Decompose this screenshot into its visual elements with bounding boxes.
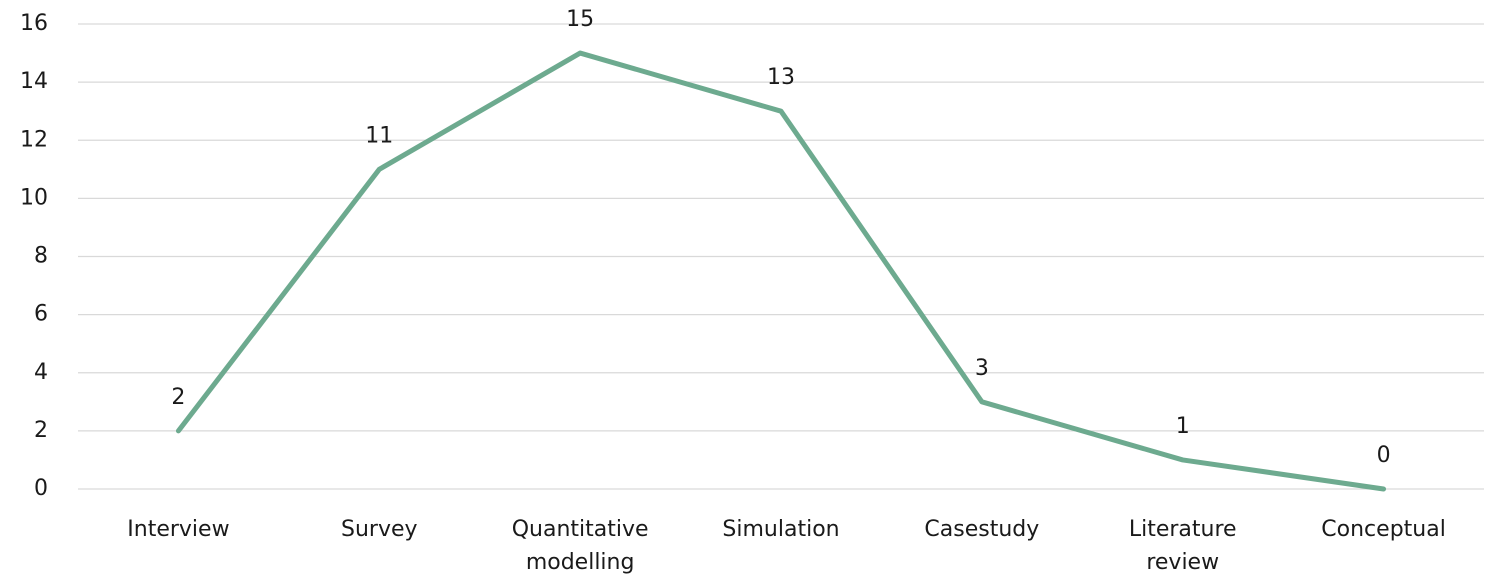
data-label: 1 [1176, 414, 1190, 439]
y-tick-label: 16 [20, 11, 48, 36]
y-tick-label: 0 [34, 476, 48, 501]
y-tick-label: 14 [20, 69, 48, 94]
data-label: 3 [975, 356, 989, 381]
x-tick-label: Interview [127, 517, 229, 542]
data-label: 13 [767, 65, 795, 90]
x-tick-label: Quantitative modelling [512, 517, 649, 575]
y-tick-label: 12 [20, 127, 48, 152]
y-tick-label: 8 [34, 244, 48, 269]
x-tick-label: Conceptual [1321, 517, 1446, 542]
x-tick-label: Literature review [1129, 517, 1237, 575]
data-label: 0 [1377, 443, 1391, 468]
y-tick-label: 6 [34, 302, 48, 327]
x-tick-label: Casestudy [924, 517, 1039, 542]
data-label: 11 [365, 123, 393, 148]
data-label: 2 [171, 385, 185, 410]
y-tick-label: 4 [34, 360, 48, 385]
line-series [175, 50, 1387, 492]
x-tick-label: Survey [341, 517, 418, 542]
data-label: 15 [566, 7, 594, 32]
y-tick-label: 2 [34, 418, 48, 443]
x-tick-label: Simulation [722, 517, 839, 542]
y-tick-label: 10 [20, 185, 48, 210]
